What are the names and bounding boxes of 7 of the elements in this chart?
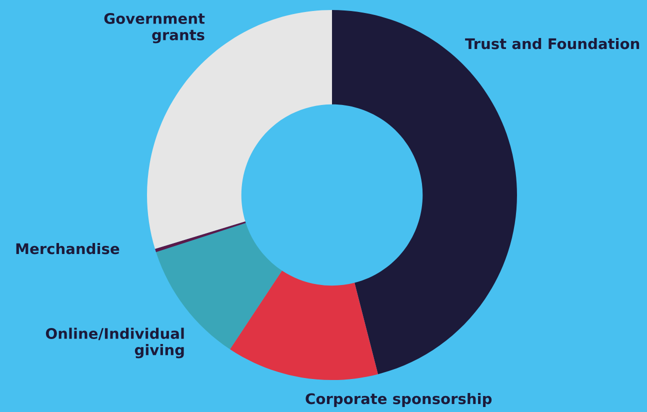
slice-label: Trust and Foundation: [465, 38, 640, 50]
donut-slice: [155, 221, 246, 252]
slice-label: Government grants: [104, 12, 205, 44]
slice-label: Online/Individual giving: [46, 328, 184, 358]
donut-slice: [230, 270, 378, 380]
slice-label: Merchandise: [16, 242, 120, 254]
slice-label: Corporate sponsorship: [306, 392, 492, 408]
